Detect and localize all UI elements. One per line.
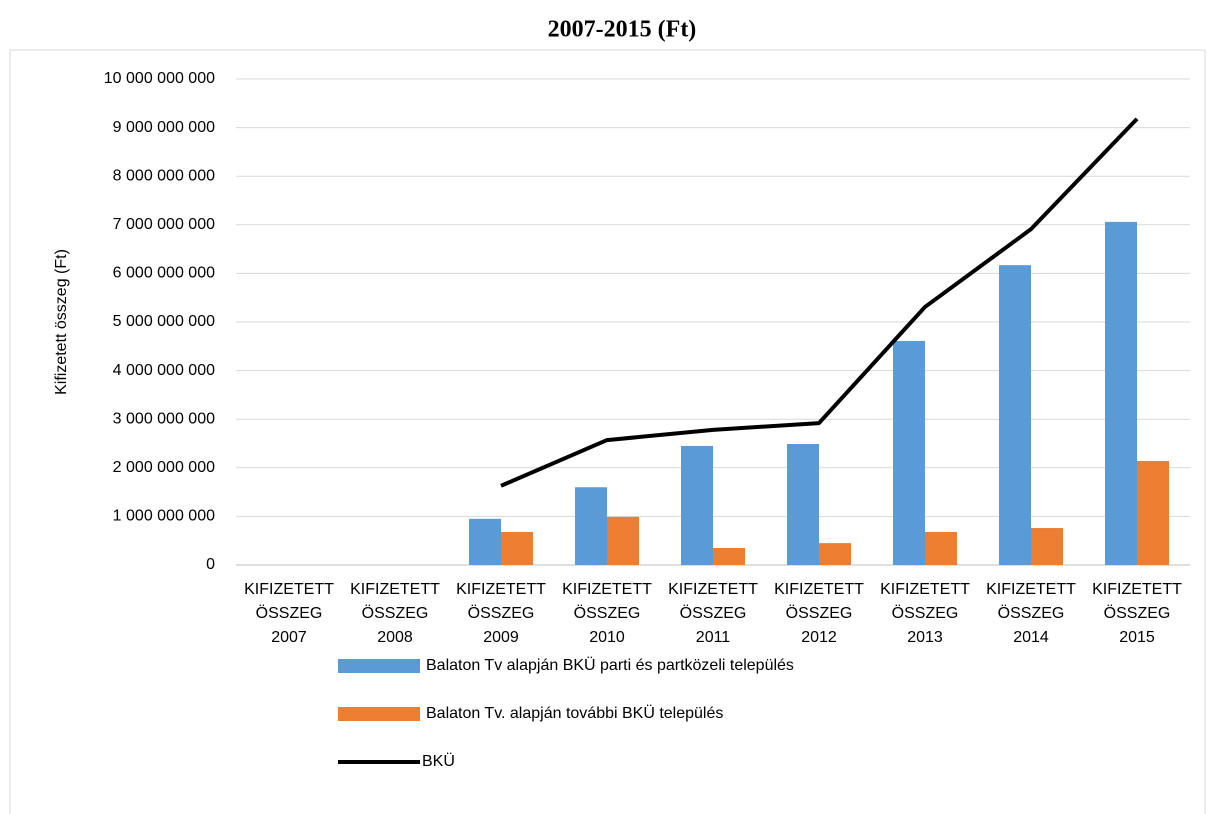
- x-tick-line: 2010: [589, 629, 625, 646]
- x-tick-line: 2012: [801, 629, 837, 646]
- y-tick-label: 8 000 000 000: [113, 167, 215, 184]
- y-tick-label: 6 000 000 000: [113, 265, 215, 282]
- x-tick-line: KIFIZETETT: [1092, 581, 1182, 598]
- bar: [713, 547, 745, 565]
- x-tick-line: KIFIZETETT: [350, 581, 440, 598]
- x-tick-label: KIFIZETETT ÖSSZEG 2013: [880, 581, 970, 646]
- y-tick-label: 9 000 000 000: [113, 119, 215, 136]
- x-tick-line: KIFIZETETT: [668, 581, 758, 598]
- chart-title: 2007-2015 (Ft): [548, 17, 697, 43]
- x-tick-line: 2015: [1119, 629, 1155, 646]
- y-tick-label: 5 000 000 000: [113, 313, 215, 330]
- legend-swatch: [338, 659, 420, 673]
- bar: [999, 265, 1031, 565]
- x-tick-label: KIFIZETETT ÖSSZEG 2009: [456, 581, 546, 646]
- x-tick-line: KIFIZETETT: [774, 581, 864, 598]
- x-tick-label: KIFIZETETT ÖSSZEG 2008: [350, 581, 440, 646]
- x-tick-line: 2007: [271, 629, 307, 646]
- x-tick-line: 2014: [1013, 629, 1049, 646]
- bar: [1031, 528, 1063, 565]
- x-tick-line: KIFIZETETT: [244, 581, 334, 598]
- x-tick-line: KIFIZETETT: [562, 581, 652, 598]
- x-tick-label: KIFIZETETT ÖSSZEG 2010: [562, 581, 652, 646]
- x-tick-line: KIFIZETETT: [880, 581, 970, 598]
- x-tick-line: ÖSSZEG: [892, 604, 959, 622]
- bar: [501, 531, 533, 565]
- x-tick-line: KIFIZETETT: [986, 581, 1076, 598]
- x-tick-line: ÖSSZEG: [786, 604, 853, 622]
- x-tick-label: KIFIZETETT ÖSSZEG 2007: [244, 581, 334, 646]
- bar: [681, 445, 713, 565]
- legend-label: BKÜ: [422, 752, 455, 770]
- y-tick-label: 1 000 000 000: [113, 508, 215, 525]
- x-tick-line: ÖSSZEG: [256, 604, 323, 622]
- x-tick-line: ÖSSZEG: [468, 604, 535, 622]
- x-tick-line: 2013: [907, 629, 943, 646]
- bar: [819, 543, 851, 565]
- x-tick-line: 2011: [696, 629, 731, 646]
- bar: [893, 340, 925, 565]
- x-tick-label: KIFIZETETT ÖSSZEG 2011: [668, 581, 758, 646]
- bar: [575, 487, 607, 565]
- bar: [787, 443, 819, 565]
- bar: [925, 531, 957, 565]
- x-tick-label: KIFIZETETT ÖSSZEG 2015: [1092, 581, 1182, 646]
- legend-swatch: [338, 707, 420, 721]
- legend-label: Balaton Tv. alapján további BKÜ települé…: [426, 704, 723, 722]
- x-tick-line: ÖSSZEG: [998, 604, 1065, 622]
- y-tick-label: 0: [206, 556, 215, 573]
- bar: [607, 516, 639, 565]
- x-tick-line: 2009: [483, 629, 519, 646]
- x-tick-label: KIFIZETETT ÖSSZEG 2012: [774, 581, 864, 646]
- y-tick-label: 3 000 000 000: [113, 410, 215, 427]
- bar: [469, 518, 501, 565]
- chart-border: [9, 49, 1206, 814]
- x-tick-line: KIFIZETETT: [456, 581, 546, 598]
- bar: [1137, 460, 1169, 565]
- y-tick-label: 7 000 000 000: [113, 216, 215, 233]
- x-tick-line: ÖSSZEG: [680, 604, 747, 622]
- bar: [1105, 221, 1137, 565]
- x-tick-line: ÖSSZEG: [574, 604, 641, 622]
- x-tick-label: KIFIZETETT ÖSSZEG 2014: [986, 581, 1076, 646]
- y-tick-label: 10 000 000 000: [104, 70, 215, 87]
- x-tick-line: 2008: [377, 629, 413, 646]
- y-tick-label: 2 000 000 000: [113, 459, 215, 476]
- x-tick-line: ÖSSZEG: [362, 604, 429, 622]
- line: [500, 117, 1139, 488]
- x-tick-line: ÖSSZEG: [1104, 604, 1171, 622]
- legend-label: Balaton Tv alapján BKÜ parti és partköze…: [426, 656, 794, 674]
- y-tick-label: 4 000 000 000: [113, 362, 215, 379]
- y-axis-label: Kifizetett összeg (Ft): [53, 249, 70, 395]
